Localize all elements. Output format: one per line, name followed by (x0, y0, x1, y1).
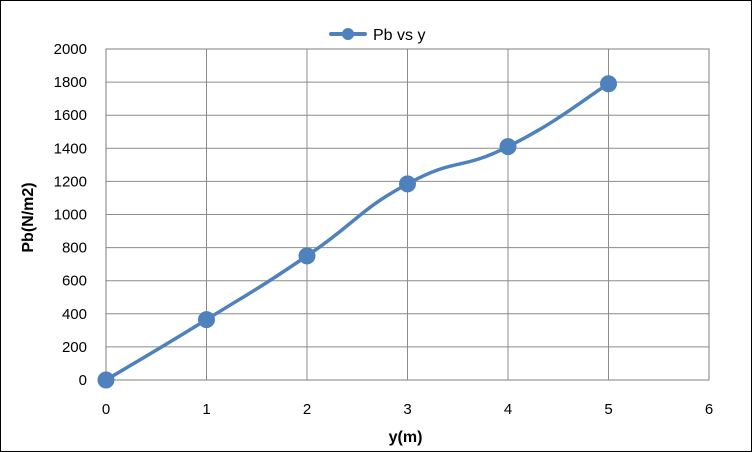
x-axis-title: y(m) (389, 429, 423, 446)
y-tick-label: 0 (79, 372, 87, 389)
x-tick-label: 6 (705, 401, 713, 418)
y-tick-label: 600 (62, 273, 87, 290)
y-tick-label: 1800 (54, 74, 87, 91)
data-point-marker (399, 175, 416, 193)
legend: Pb vs y (329, 27, 425, 44)
x-tick-label: 0 (102, 401, 110, 418)
y-tick-label: 2000 (54, 41, 87, 58)
data-point-marker (97, 371, 115, 389)
data-point-marker (198, 311, 215, 329)
x-tick-labels: 0 1 2 3 4 5 6 (102, 401, 713, 418)
y-tick-label: 400 (62, 306, 87, 323)
y-tick-label: 1200 (54, 173, 87, 190)
legend-label: Pb vs y (373, 27, 425, 44)
y-tick-label: 200 (62, 339, 87, 356)
gridlines (105, 48, 710, 381)
x-tick-label: 5 (604, 401, 612, 418)
x-tick-label: 4 (504, 401, 512, 418)
y-tick-label: 800 (62, 240, 87, 257)
y-tick-label: 1400 (54, 140, 87, 157)
y-tick-label: 1600 (54, 107, 87, 124)
y-tick-label: 1000 (54, 207, 87, 224)
data-point-marker (298, 247, 316, 265)
data-point-marker (499, 138, 517, 156)
x-tick-label: 1 (202, 401, 210, 418)
legend-marker (342, 28, 354, 40)
plot-area-border (105, 48, 710, 381)
y-tick-labels: 0 200 400 600 800 1000 1200 1400 1600 1800 2000 (54, 41, 87, 389)
series-layer (97, 75, 617, 389)
data-point-marker (600, 75, 617, 93)
y-axis-title: Pb(N/m2) (20, 182, 37, 252)
series-line (105, 82, 610, 382)
x-tick-label: 2 (303, 401, 311, 418)
x-tick-label: 3 (403, 401, 411, 418)
